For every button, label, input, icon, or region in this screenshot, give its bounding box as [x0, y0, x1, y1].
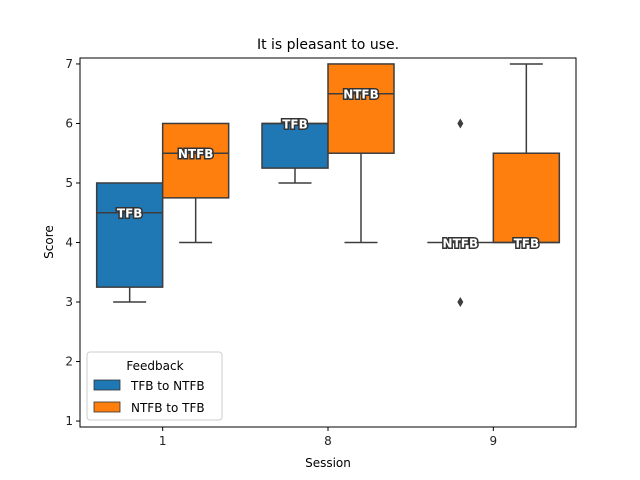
y-tick-label: 6 [65, 116, 73, 130]
y-tick-label: 4 [65, 236, 73, 250]
y-tick-label: 2 [65, 355, 73, 369]
box-labels-layer: TFB TFB NTFB NTFB NTFB TFB [115, 86, 540, 252]
box-0-8 [261, 122, 329, 184]
y-tick-label: 3 [65, 295, 73, 309]
outlier-marker [457, 118, 464, 129]
x-tick-label: 9 [490, 434, 498, 448]
box-label: NTFB [343, 88, 379, 102]
box-label: TFB [117, 207, 143, 221]
x-axis: 1 8 9 [159, 427, 497, 448]
outlier-marker [457, 297, 464, 308]
box-0-9 [427, 118, 494, 308]
chart-title: It is pleasant to use. [257, 37, 399, 53]
legend-title: Feedback [126, 359, 183, 373]
box-1-8 [327, 63, 395, 244]
legend-swatch-tfb-to-ntfb [93, 379, 121, 391]
y-axis: 1 2 3 4 5 6 7 [65, 57, 80, 428]
box-label: NTFB [443, 237, 479, 251]
box-1-1 [161, 122, 230, 244]
box-body [161, 122, 230, 199]
box-0-1 [95, 182, 164, 303]
legend-swatch-ntfb-to-tfb [93, 401, 121, 413]
y-axis-label: Score [42, 225, 56, 259]
box-label: TFB [514, 237, 540, 251]
legend-label-ntfb-to-tfb: NTFB to TFB [131, 401, 205, 415]
legend-frame [86, 351, 223, 421]
x-tick-label: 8 [324, 434, 332, 448]
y-tick-label: 1 [65, 414, 73, 428]
y-tick-label: 7 [65, 57, 73, 71]
legend-label-tfb-to-ntfb: TFB to NTFB [130, 379, 205, 393]
box-body [327, 63, 395, 154]
box-label: TFB [282, 117, 308, 131]
boxes-layer [95, 63, 561, 308]
box-label: NTFB [178, 147, 214, 161]
y-tick-label: 5 [65, 176, 73, 190]
x-tick-label: 1 [159, 434, 167, 448]
x-axis-label: Session [305, 456, 351, 470]
box-body [492, 152, 561, 244]
box-body [95, 182, 164, 288]
legend: Feedback TFB to NTFB NTFB to TFB [86, 351, 223, 421]
box-1-9 [492, 63, 561, 244]
